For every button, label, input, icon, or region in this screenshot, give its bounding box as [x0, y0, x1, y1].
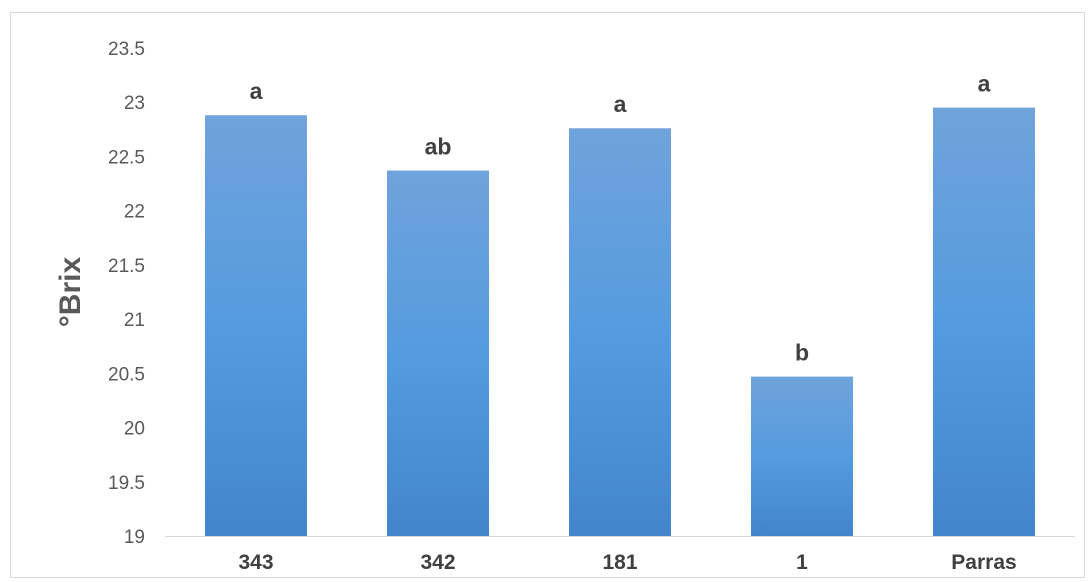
- y-tick-label: 19.5: [108, 473, 145, 494]
- y-tick-label: 19: [124, 527, 145, 548]
- y-tick-label: 20: [124, 419, 145, 440]
- bar-parras: [933, 107, 1035, 537]
- data-label-342: ab: [425, 134, 452, 160]
- bars: [205, 107, 1035, 537]
- data-label-1: b: [795, 340, 809, 366]
- bar-343: [205, 115, 307, 536]
- y-tick-label: 23: [124, 93, 145, 114]
- y-tick-label: 21: [124, 310, 145, 331]
- bar-1: [751, 376, 853, 536]
- data-label-parras: a: [978, 71, 991, 97]
- x-axis-categories: 343 342 181 1 Parras: [238, 551, 1016, 574]
- y-axis-ticks: 19 19.5 20 20.5 21 21.5 22 22.5 23 23.5: [108, 39, 145, 548]
- y-tick-label: 20.5: [108, 364, 145, 385]
- x-category-label: 181: [602, 551, 637, 574]
- bar-181: [569, 128, 671, 536]
- x-category-label: 343: [238, 551, 273, 574]
- data-label-343: a: [250, 78, 263, 104]
- y-axis-title: °Brix: [54, 257, 87, 328]
- y-tick-label: 23.5: [108, 39, 145, 60]
- x-category-label: 1: [796, 551, 808, 574]
- y-tick-label: 22: [124, 202, 145, 223]
- chart-frame: [10, 12, 1085, 578]
- y-tick-label: 22.5: [108, 147, 145, 168]
- y-tick-label: 21.5: [108, 256, 145, 277]
- bar-342: [387, 170, 489, 536]
- data-label-181: a: [614, 91, 627, 117]
- x-category-label: Parras: [951, 551, 1016, 574]
- x-category-label: 342: [420, 551, 455, 574]
